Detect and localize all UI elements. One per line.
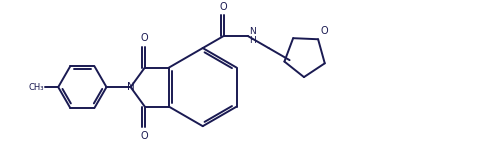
Text: O: O [220,2,228,12]
Text: N
H: N H [249,27,256,45]
Text: O: O [141,33,149,43]
Text: O: O [141,131,149,141]
Text: O: O [321,26,329,37]
Text: N: N [127,82,135,92]
Text: CH₃: CH₃ [29,83,44,92]
